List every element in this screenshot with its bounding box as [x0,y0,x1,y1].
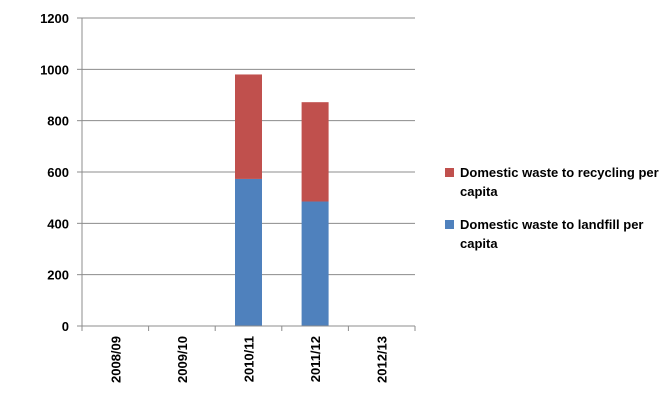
legend-item-recycling: Domestic waste to recycling per capita [445,163,665,201]
bar-segment-recycling [301,102,329,202]
y-tick-label: 400 [47,216,69,231]
bar-segment-landfill [301,201,329,326]
x-tick-label: 2010/11 [242,336,257,382]
y-tick-label: 600 [47,165,69,180]
bar-segment-recycling [235,74,262,179]
legend-label-landfill: Domestic waste to landfill per capita [460,217,644,251]
y-tick-label: 0 [62,319,69,334]
bar-segment-landfill [235,178,262,326]
x-tick-label: 2009/10 [175,336,190,383]
y-tick-label: 1000 [40,62,69,77]
x-tick-label: 2012/13 [375,336,390,383]
axes [77,17,416,331]
y-tick-label: 800 [47,114,69,129]
legend-label-recycling: Domestic waste to recycling per capita [460,165,659,199]
legend: Domestic waste to recycling per capita D… [445,163,665,267]
x-tick-label: 2008/09 [108,336,123,383]
bars [235,74,329,326]
y-tick-labels: 0 200 400 600 800 1000 1200 [40,11,69,334]
x-tick-label: 2011/12 [308,336,323,382]
legend-swatch-recycling [445,168,454,177]
x-tick-labels: 2008/09 2009/10 2010/11 2011/12 2012/13 [108,336,389,383]
legend-swatch-landfill [445,220,454,229]
legend-item-landfill: Domestic waste to landfill per capita [445,215,665,253]
y-tick-label: 1200 [40,11,69,26]
y-tick-label: 200 [47,268,69,283]
